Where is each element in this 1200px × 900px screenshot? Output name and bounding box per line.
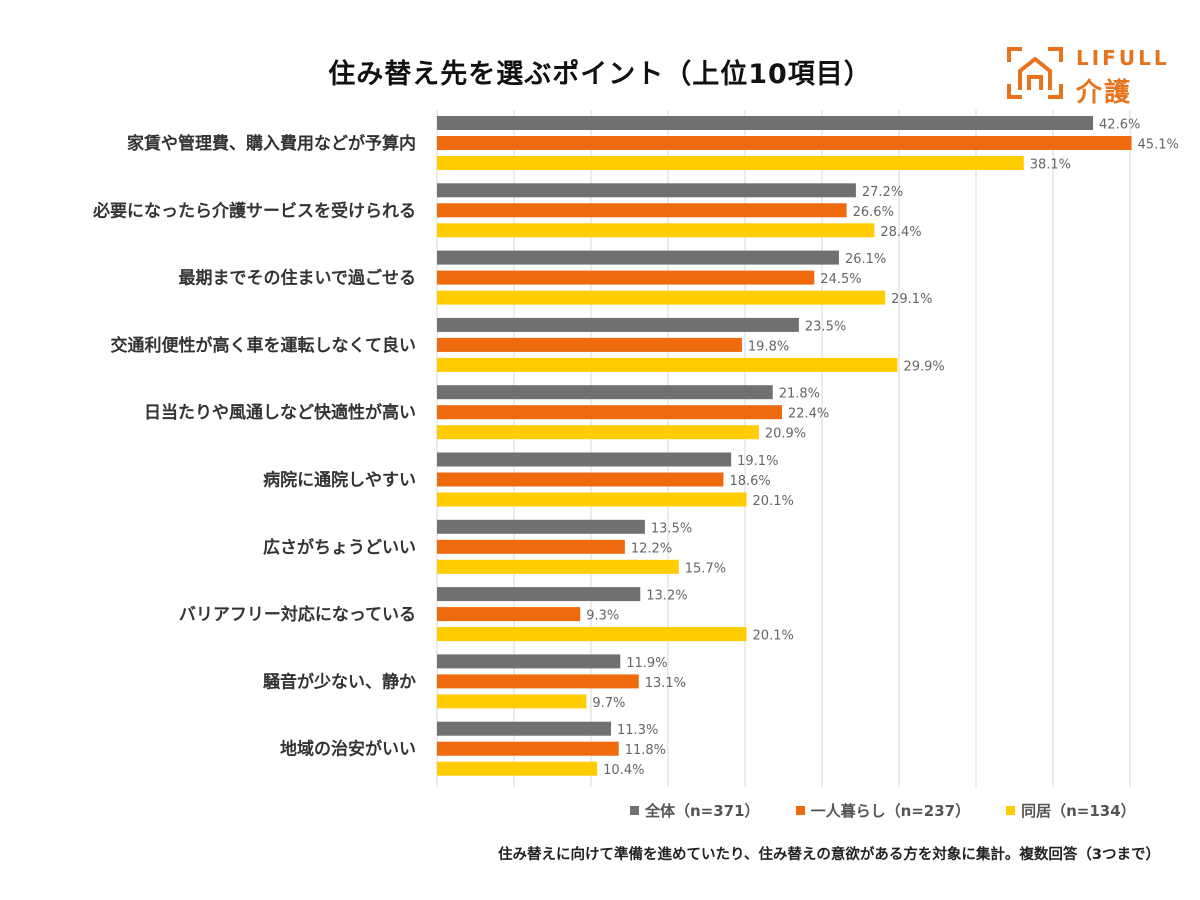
bar	[437, 337, 742, 352]
category-label: 広さがちょうどいい	[263, 537, 416, 558]
legend-swatch-hitorigurashi	[795, 806, 805, 815]
bar	[437, 607, 581, 622]
data-label: 13.1%	[645, 676, 686, 691]
legend-label-dokyo: 同居（n=134）	[1021, 802, 1136, 820]
legend-item-dokyo: 同居（n=134）	[1006, 800, 1136, 821]
chart-title: 住み替え先を選ぶポイント（上位10項目）	[328, 59, 872, 90]
bar	[437, 223, 875, 238]
category-label: 最期までその住まいで過ごせる	[179, 268, 417, 289]
data-label: 26.1%	[845, 252, 886, 267]
data-label: 20.9%	[765, 427, 806, 442]
legend-label-hitorigurashi: 一人暮らし（n=237）	[810, 802, 971, 820]
bar	[437, 559, 679, 574]
bar	[437, 136, 1132, 150]
data-label: 13.5%	[651, 521, 692, 536]
bar	[437, 472, 724, 487]
data-label: 20.1%	[753, 629, 794, 644]
bar	[437, 694, 587, 709]
data-label: 24.5%	[820, 272, 861, 287]
legend-label-zentai: 全体（n=371）	[645, 802, 760, 820]
data-label: 11.9%	[626, 656, 667, 671]
legend-item-zentai: 全体（n=371）	[630, 800, 760, 821]
logo-service-text: 介護	[1076, 78, 1133, 108]
data-label: 18.6%	[729, 474, 770, 489]
bar	[437, 357, 898, 372]
category-label: 日当たりや風通しなど快適性が高い	[144, 402, 416, 423]
logo-brand-text: LIFULL	[1076, 46, 1170, 70]
chart-legend: 全体（n=371） 一人暮らし（n=237） 同居（n=134）	[630, 800, 1136, 821]
category-label: 騒音が少ない、静か	[263, 671, 416, 692]
data-label: 9.7%	[592, 696, 625, 711]
data-label: 23.5%	[805, 319, 846, 334]
bar	[437, 539, 625, 554]
bar	[437, 674, 639, 689]
bar	[437, 741, 619, 756]
data-label: 29.9%	[903, 359, 944, 374]
data-label: 11.8%	[625, 743, 666, 758]
bar	[437, 761, 598, 776]
data-label: 27.2%	[862, 185, 903, 200]
data-label: 19.1%	[737, 454, 778, 469]
bar	[437, 290, 886, 305]
data-label: 15.7%	[685, 561, 726, 576]
data-label: 28.4%	[880, 225, 921, 240]
footnote: 住み替えに向けて準備を進めていたり、住み替えの意欲がある方を対象に集計。複数回答…	[497, 847, 1160, 863]
category-label: 交通利便性が高く車を運転しなくて良い	[111, 335, 417, 356]
data-label: 19.8%	[748, 339, 789, 354]
data-label: 29.1%	[891, 292, 932, 307]
bar	[437, 519, 645, 534]
bar	[437, 425, 759, 440]
data-label: 26.6%	[853, 205, 894, 220]
category-label: 病院に通院しやすい	[263, 470, 416, 491]
legend-swatch-zentai	[630, 806, 639, 815]
data-label: 20.1%	[753, 494, 794, 509]
data-label: 21.8%	[779, 387, 820, 402]
data-label: 10.4%	[603, 763, 644, 778]
lifull-kaigo-logo: LIFULL 介護	[1006, 44, 1167, 108]
bar	[437, 452, 732, 467]
bar	[437, 156, 1024, 170]
data-label: 22.4%	[788, 407, 829, 422]
data-label: 12.2%	[631, 541, 672, 556]
bar	[437, 492, 747, 507]
data-label: 38.1%	[1030, 158, 1071, 173]
data-label: 9.3%	[586, 609, 619, 624]
category-label: 家賃や管理費、購入費用などが予算内	[127, 133, 416, 154]
bar	[437, 317, 799, 332]
data-label: 13.2%	[646, 589, 687, 604]
bar	[437, 627, 747, 642]
data-label: 42.6%	[1099, 118, 1140, 133]
category-label: 必要になったら介護サービスを受けられる	[92, 200, 416, 221]
legend-swatch-dokyo	[1006, 806, 1016, 815]
bar	[437, 203, 847, 218]
bar	[437, 270, 815, 285]
category-label: バリアフリー対応になっている	[179, 604, 416, 625]
bar	[437, 385, 773, 400]
bar	[437, 654, 621, 669]
bar	[437, 405, 782, 420]
bar	[437, 183, 856, 198]
category-label: 地域の治安がいい	[280, 739, 416, 760]
data-label: 11.3%	[617, 723, 658, 738]
legend-item-hitorigurashi: 一人暮らし（n=237）	[795, 800, 971, 821]
data-label: 45.1%	[1138, 138, 1179, 153]
house-logo-icon	[1007, 47, 1063, 99]
bar	[437, 587, 641, 602]
bar	[437, 116, 1094, 130]
bar	[437, 721, 612, 736]
bar	[437, 250, 839, 265]
